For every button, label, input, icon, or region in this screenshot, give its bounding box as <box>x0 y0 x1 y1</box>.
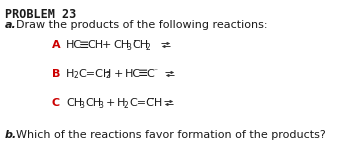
Text: Which of the reactions favor formation of the products?: Which of the reactions favor formation o… <box>16 130 326 140</box>
Text: C=CH: C=CH <box>78 69 111 79</box>
Text: B: B <box>52 69 60 79</box>
Text: +: + <box>106 98 116 108</box>
Text: CH: CH <box>66 98 82 108</box>
Text: C̅H: C̅H <box>132 40 148 50</box>
Text: 3: 3 <box>98 100 103 109</box>
Text: C: C <box>52 98 60 108</box>
Text: CH: CH <box>85 98 101 108</box>
Text: C=C̅H: C=C̅H <box>129 98 162 108</box>
Text: ≡: ≡ <box>138 67 148 80</box>
Text: A: A <box>52 40 61 50</box>
Text: +: + <box>102 40 111 50</box>
Text: b.: b. <box>5 130 17 140</box>
Text: Draw the products of the following reactions:: Draw the products of the following react… <box>16 20 267 30</box>
Text: H: H <box>66 69 74 79</box>
Text: HC: HC <box>66 40 82 50</box>
Text: 2: 2 <box>106 72 111 80</box>
Text: 2: 2 <box>146 43 151 52</box>
Text: HC: HC <box>125 69 141 79</box>
Text: 3: 3 <box>126 43 131 52</box>
Text: 2: 2 <box>73 72 78 80</box>
Text: PROBLEM 23: PROBLEM 23 <box>5 8 76 21</box>
Text: ≡: ≡ <box>79 39 90 52</box>
Text: CH: CH <box>113 40 129 50</box>
Text: ⁻: ⁻ <box>153 67 157 76</box>
Text: C: C <box>146 69 154 79</box>
Text: CH: CH <box>87 40 103 50</box>
Text: 2: 2 <box>124 100 129 109</box>
Text: a.: a. <box>5 20 17 30</box>
Text: +: + <box>114 69 123 79</box>
Text: H: H <box>117 98 125 108</box>
Text: 3: 3 <box>79 100 84 109</box>
